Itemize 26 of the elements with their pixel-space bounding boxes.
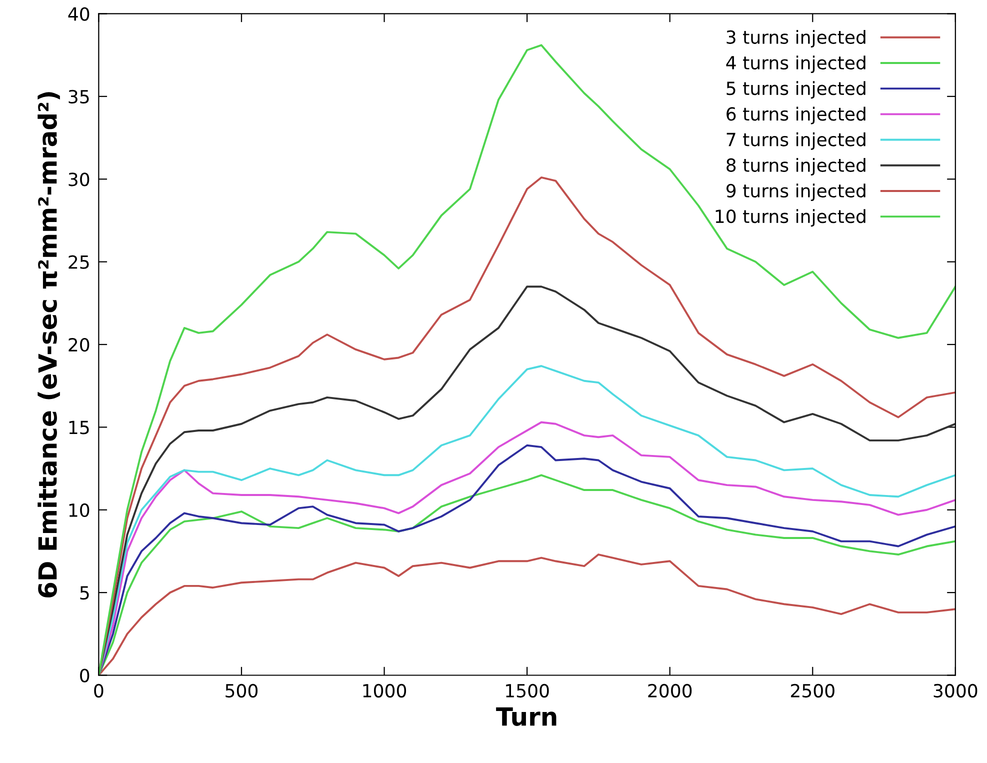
legend-label: 7 turns injected bbox=[726, 132, 866, 150]
x-axis-title: Turn bbox=[496, 707, 556, 726]
y-tick-label: 5 bbox=[80, 586, 89, 600]
y-tick-label: 40 bbox=[68, 7, 90, 21]
y-tick-label: 15 bbox=[69, 420, 89, 434]
legend-label: 5 turns injected bbox=[726, 81, 866, 99]
x-tick-label: 1000 bbox=[363, 684, 406, 698]
y-tick-label: 0 bbox=[80, 668, 90, 682]
legend-label: 9 turns injected bbox=[726, 184, 866, 202]
y-tick-label: 35 bbox=[68, 90, 89, 104]
legend-label: 4 turns injected bbox=[726, 56, 866, 74]
y-axis-title: 6D Emittance (eV-sec π²mm²-mrad²) bbox=[38, 92, 60, 598]
legend-label: 3 turns injected bbox=[726, 30, 866, 48]
x-tick-label: 0 bbox=[94, 684, 104, 698]
y-tick-label: 20 bbox=[68, 338, 90, 352]
legend-label: 8 turns injected bbox=[726, 158, 866, 176]
x-tick-label: 2000 bbox=[648, 684, 692, 698]
x-tick-label: 1500 bbox=[506, 684, 549, 698]
legend-label: 6 turns injected bbox=[726, 106, 866, 124]
x-tick-label: 500 bbox=[226, 684, 258, 698]
y-tick-label: 30 bbox=[68, 172, 90, 186]
y-tick-label: 10 bbox=[69, 503, 90, 517]
legend-label: 10 turns injected bbox=[716, 209, 866, 227]
y-tick-label: 25 bbox=[68, 255, 89, 269]
x-tick-label: 3000 bbox=[934, 684, 978, 698]
x-tick-label: 2500 bbox=[790, 684, 834, 698]
